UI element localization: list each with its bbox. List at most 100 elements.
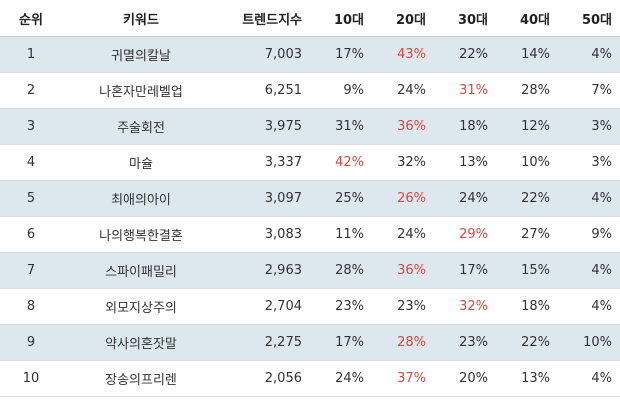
cell-age10: 25% xyxy=(310,180,372,217)
table-row: 4 마슐 3,337 42% 32% 13% 10% 3% xyxy=(0,144,620,181)
cell-age30: 17% xyxy=(434,252,496,289)
cell-age50: 4% xyxy=(558,252,620,289)
cell-age30: 23% xyxy=(434,324,496,361)
table-row: 2 나혼자만레벨업 6,251 9% 24% 31% 28% 7% xyxy=(0,72,620,109)
cell-age30: 13% xyxy=(434,144,496,181)
cell-trend-index: 3,083 xyxy=(220,216,310,253)
header-age30: 30대 xyxy=(434,0,496,37)
cell-rank: 1 xyxy=(0,36,62,73)
header-age40: 40대 xyxy=(496,0,558,37)
cell-age50: 9% xyxy=(558,216,620,253)
cell-age40: 12% xyxy=(496,108,558,145)
cell-age30: 24% xyxy=(434,180,496,217)
header-rank: 순위 xyxy=(0,0,62,37)
table-row: 1 귀멸의칼날 7,003 17% 43% 22% 14% 4% xyxy=(0,36,620,73)
header-age20: 20대 xyxy=(372,0,434,37)
cell-trend-index: 3,097 xyxy=(220,180,310,217)
cell-age10: 23% xyxy=(310,288,372,325)
cell-age20: 24% xyxy=(372,72,434,109)
cell-age50: 3% xyxy=(558,108,620,145)
cell-age20: 36% xyxy=(372,108,434,145)
cell-trend-index: 7,003 xyxy=(220,36,310,73)
cell-age20: 24% xyxy=(372,216,434,253)
cell-rank: 8 xyxy=(0,288,62,325)
cell-keyword: 최애의아이 xyxy=(62,180,220,217)
cell-trend-index: 3,975 xyxy=(220,108,310,145)
cell-trend-index: 6,251 xyxy=(220,72,310,109)
cell-trend-index: 2,963 xyxy=(220,252,310,289)
cell-age30: 32% xyxy=(434,288,496,325)
cell-keyword: 외모지상주의 xyxy=(62,288,220,325)
cell-age40: 22% xyxy=(496,180,558,217)
cell-rank: 9 xyxy=(0,324,62,361)
cell-age10: 24% xyxy=(310,360,372,397)
cell-rank: 2 xyxy=(0,72,62,109)
cell-keyword: 장송의프리렌 xyxy=(62,360,220,397)
table-header: 순위 키워드 트렌드지수 10대 20대 30대 40대 50대 xyxy=(0,0,620,37)
cell-keyword: 약사의혼잣말 xyxy=(62,324,220,361)
cell-trend-index: 2,704 xyxy=(220,288,310,325)
cell-age40: 10% xyxy=(496,144,558,181)
cell-rank: 7 xyxy=(0,252,62,289)
cell-age20: 43% xyxy=(372,36,434,73)
cell-age40: 15% xyxy=(496,252,558,289)
cell-age20: 23% xyxy=(372,288,434,325)
cell-age20: 28% xyxy=(372,324,434,361)
cell-age10: 9% xyxy=(310,72,372,109)
cell-age30: 22% xyxy=(434,36,496,73)
table-row: 9 약사의혼잣말 2,275 17% 28% 23% 22% 10% xyxy=(0,324,620,361)
cell-age30: 31% xyxy=(434,72,496,109)
cell-keyword: 나의행복한결혼 xyxy=(62,216,220,253)
cell-age50: 10% xyxy=(558,324,620,361)
table-body: 1 귀멸의칼날 7,003 17% 43% 22% 14% 4% 2 나혼자만레… xyxy=(0,36,620,397)
cell-age30: 29% xyxy=(434,216,496,253)
cell-age20: 32% xyxy=(372,144,434,181)
cell-rank: 6 xyxy=(0,216,62,253)
header-keyword: 키워드 xyxy=(62,0,220,37)
cell-age50: 4% xyxy=(558,180,620,217)
cell-age10: 42% xyxy=(310,144,372,181)
cell-rank: 5 xyxy=(0,180,62,217)
cell-age40: 18% xyxy=(496,288,558,325)
cell-rank: 4 xyxy=(0,144,62,181)
table-row: 5 최애의아이 3,097 25% 26% 24% 22% 4% xyxy=(0,180,620,217)
cell-trend-index: 3,337 xyxy=(220,144,310,181)
cell-keyword: 귀멸의칼날 xyxy=(62,36,220,73)
cell-age10: 17% xyxy=(310,324,372,361)
table-row: 8 외모지상주의 2,704 23% 23% 32% 18% 4% xyxy=(0,288,620,325)
cell-keyword: 주술회전 xyxy=(62,108,220,145)
cell-age30: 20% xyxy=(434,360,496,397)
cell-trend-index: 2,275 xyxy=(220,324,310,361)
cell-age20: 36% xyxy=(372,252,434,289)
table-row: 6 나의행복한결혼 3,083 11% 24% 29% 27% 9% xyxy=(0,216,620,253)
cell-age40: 14% xyxy=(496,36,558,73)
cell-age50: 4% xyxy=(558,360,620,397)
header-age10: 10대 xyxy=(310,0,372,37)
cell-age40: 13% xyxy=(496,360,558,397)
cell-age10: 17% xyxy=(310,36,372,73)
cell-age10: 28% xyxy=(310,252,372,289)
cell-rank: 3 xyxy=(0,108,62,145)
cell-age10: 31% xyxy=(310,108,372,145)
cell-age50: 4% xyxy=(558,36,620,73)
cell-age20: 37% xyxy=(372,360,434,397)
cell-keyword: 나혼자만레벨업 xyxy=(62,72,220,109)
cell-trend-index: 2,056 xyxy=(220,360,310,397)
cell-age10: 11% xyxy=(310,216,372,253)
cell-age40: 28% xyxy=(496,72,558,109)
table-row: 3 주술회전 3,975 31% 36% 18% 12% 3% xyxy=(0,108,620,145)
cell-age40: 27% xyxy=(496,216,558,253)
header-row: 순위 키워드 트렌드지수 10대 20대 30대 40대 50대 xyxy=(0,0,620,37)
cell-age40: 22% xyxy=(496,324,558,361)
cell-age50: 4% xyxy=(558,288,620,325)
cell-age20: 26% xyxy=(372,180,434,217)
cell-keyword: 스파이패밀리 xyxy=(62,252,220,289)
table-row: 7 스파이패밀리 2,963 28% 36% 17% 15% 4% xyxy=(0,252,620,289)
header-trend-index: 트렌드지수 xyxy=(220,0,310,37)
cell-keyword: 마슐 xyxy=(62,144,220,181)
table-row: 10 장송의프리렌 2,056 24% 37% 20% 13% 4% xyxy=(0,360,620,397)
cell-age30: 18% xyxy=(434,108,496,145)
cell-rank: 10 xyxy=(0,360,62,397)
header-age50: 50대 xyxy=(558,0,620,37)
